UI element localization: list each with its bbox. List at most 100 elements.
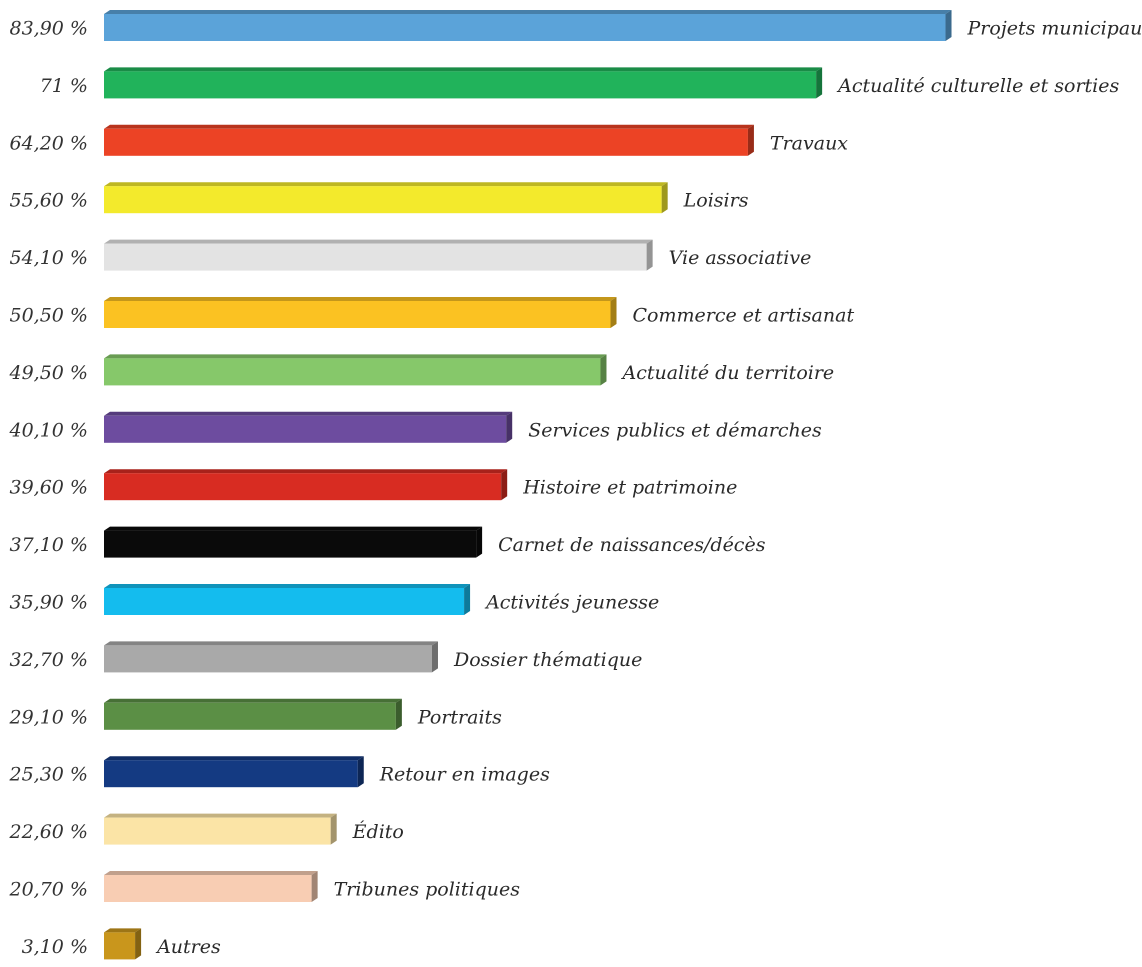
category-label: Projets municipaux <box>967 18 1142 40</box>
bar <box>104 415 507 443</box>
value-label: 25,30 % <box>9 764 89 786</box>
bar-top-face <box>104 411 513 416</box>
bar-top-face <box>104 526 483 531</box>
bar <box>104 817 331 845</box>
value-label: 55,60 % <box>10 190 89 212</box>
bar-side-face <box>357 756 364 788</box>
bar-group: 40,10 % Services publics et démarches <box>9 411 822 443</box>
bar <box>104 14 946 41</box>
category-label: Portraits <box>417 706 502 728</box>
category-label: Autres <box>155 936 221 958</box>
bar-group: 71 % Actualité culturelle et sorties <box>40 67 1120 99</box>
bar-group: 20,70 % Tribunes politiques <box>9 871 521 902</box>
bar-top-face <box>104 297 617 301</box>
bar-side-face <box>610 297 617 328</box>
bar-side-face <box>311 871 318 902</box>
value-label: 35,90 % <box>10 592 89 614</box>
category-label: Services publics et démarches <box>528 419 822 441</box>
bar-group: 55,60 % Loisirs <box>10 182 749 214</box>
bar-top-face <box>104 354 607 359</box>
bar-side-face <box>816 67 823 99</box>
bar-group: 49,50 % Actualité du territoire <box>9 354 834 386</box>
bar <box>104 875 312 902</box>
category-label: Actualité du territoire <box>620 362 834 384</box>
bar <box>104 128 748 156</box>
bar-group: 35,90 % Activités jeunesse <box>10 584 659 615</box>
value-label: 71 % <box>40 75 88 97</box>
bar-side-face <box>661 182 668 214</box>
bar-top-face <box>104 10 952 14</box>
bar-group: 54,10 % Vie associative <box>10 239 812 271</box>
category-label: Histoire et patrimoine <box>522 477 737 499</box>
bar <box>104 645 432 673</box>
category-label: Dossier thématique <box>453 649 642 671</box>
value-label: 20,70 % <box>9 879 89 901</box>
bar-top-face <box>104 813 337 818</box>
bar-side-face <box>476 526 483 558</box>
bar-top-face <box>104 698 402 703</box>
value-label: 22,60 % <box>9 821 89 843</box>
bar-top-face <box>104 239 653 244</box>
category-label: Actualité culturelle et sorties <box>836 75 1119 97</box>
value-label: 49,50 % <box>9 362 89 384</box>
bar-side-face <box>135 928 142 960</box>
category-label: Travaux <box>770 132 848 154</box>
bar-top-face <box>104 182 668 187</box>
bar-top-face <box>104 67 823 72</box>
bar <box>104 301 611 328</box>
value-label: 40,10 % <box>9 419 89 441</box>
bar-group: 83,90 % Projets municipaux <box>10 10 1142 41</box>
bar-side-face <box>431 641 438 673</box>
bar <box>104 473 502 501</box>
category-label: Carnet de naissances/décès <box>498 534 766 556</box>
bar-side-face <box>330 813 337 845</box>
bar <box>104 186 662 214</box>
bar <box>104 588 465 615</box>
bar <box>104 358 601 386</box>
bar-top-face <box>104 469 508 474</box>
bar-side-face <box>464 584 471 615</box>
category-label: Loisirs <box>683 190 749 212</box>
bar-group: 22,60 % Édito <box>9 813 404 845</box>
category-label: Édito <box>352 820 404 843</box>
bar-top-face <box>104 584 471 588</box>
bar-side-face <box>600 354 607 386</box>
bar-top-face <box>104 871 318 875</box>
bar-group: 64,20 % Travaux <box>10 124 848 156</box>
bar <box>104 932 136 960</box>
bar-side-face <box>506 411 513 443</box>
bar-side-face <box>747 124 754 156</box>
value-label: 29,10 % <box>9 706 89 728</box>
category-label: Tribunes politiques <box>334 879 521 901</box>
bar-group: 3,10 % Autres <box>22 928 221 960</box>
bar <box>104 530 477 558</box>
value-label: 50,50 % <box>10 305 89 327</box>
value-label: 32,70 % <box>10 649 89 671</box>
value-label: 3,10 % <box>22 936 88 958</box>
bar <box>104 243 647 271</box>
bar <box>104 702 396 730</box>
category-label: Vie associative <box>669 247 812 269</box>
bar-group: 39,60 % Histoire et patrimoine <box>10 469 737 501</box>
bar-group: 32,70 % Dossier thématique <box>10 641 642 673</box>
bar-side-face <box>395 698 402 730</box>
category-label: Commerce et artisanat <box>633 305 855 327</box>
bar <box>104 71 817 99</box>
value-label: 64,20 % <box>10 132 89 154</box>
value-label: 39,60 % <box>10 477 89 499</box>
bar-group: 29,10 % Portraits <box>9 698 502 730</box>
bar-top-face <box>104 756 364 761</box>
bar-top-face <box>104 124 754 129</box>
bar-side-face <box>945 10 952 41</box>
value-label: 54,10 % <box>10 247 89 269</box>
bar-group: 37,10 % Carnet de naissances/décès <box>10 526 766 558</box>
value-label: 37,10 % <box>10 534 89 556</box>
bar-group: 50,50 % Commerce et artisanat <box>10 297 855 328</box>
category-label: Retour en images <box>379 764 550 786</box>
bar-side-face <box>501 469 508 501</box>
value-label: 83,90 % <box>10 18 89 40</box>
bar <box>104 760 358 788</box>
bar-top-face <box>104 641 438 646</box>
bar-top-face <box>104 928 142 933</box>
